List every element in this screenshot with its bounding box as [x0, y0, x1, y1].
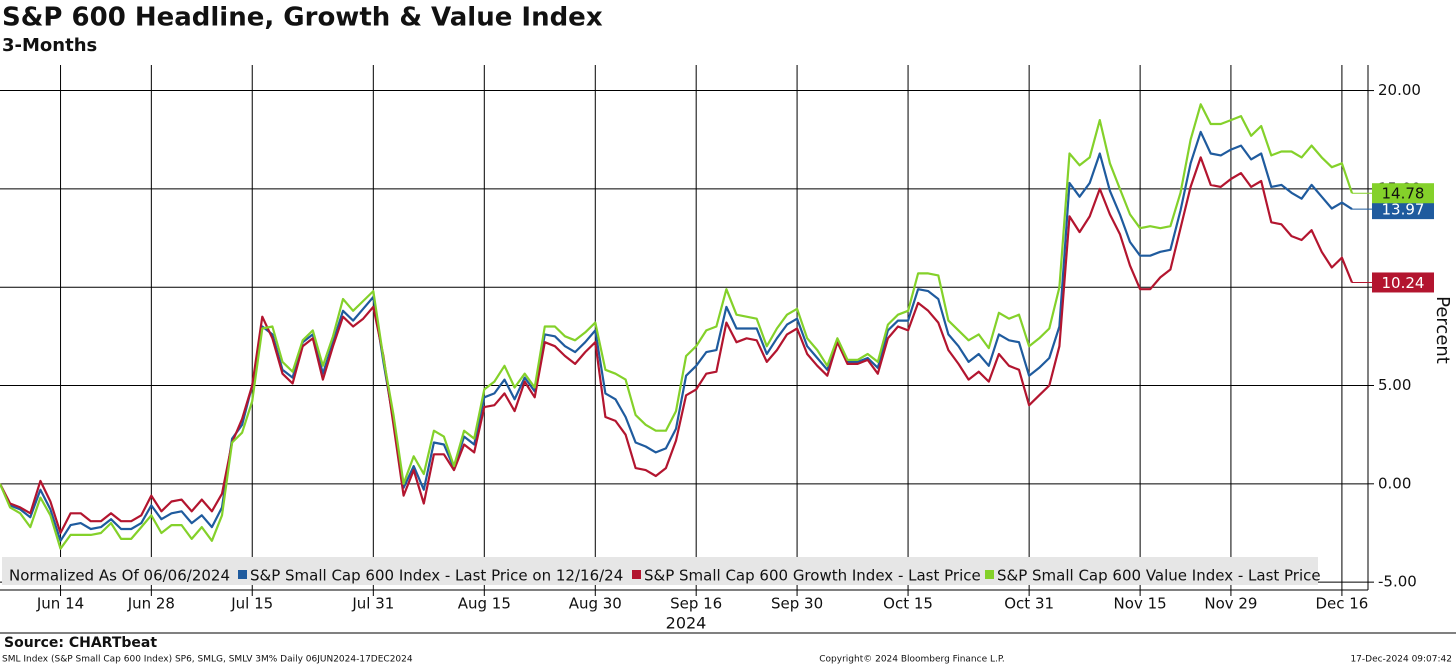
- x-tick-label: Jul 15: [230, 595, 273, 613]
- y-tick-label: 0.00: [1378, 474, 1411, 492]
- y-axis-label: Percent: [1432, 296, 1453, 364]
- legend-swatch: [985, 570, 994, 579]
- series-line: [0, 130, 1353, 542]
- series-line: [0, 156, 1354, 535]
- x-tick-label: Aug 30: [569, 595, 622, 613]
- chart-subtitle: 3-Months: [2, 35, 97, 56]
- x-tick-label: Oct 31: [1004, 595, 1054, 613]
- x-tick-label: Nov 15: [1114, 595, 1167, 613]
- x-tick-label: Sep 16: [670, 595, 722, 613]
- last-value-box: [1372, 183, 1434, 204]
- last-value-label: 14.78: [1382, 185, 1425, 203]
- x-tick-label: Jun 28: [127, 595, 175, 613]
- x-tick-label: Aug 15: [458, 595, 511, 613]
- footer-left: SML Index (S&P Small Cap 600 Index) SP6,…: [2, 655, 413, 665]
- x-tick-label: Jun 14: [36, 595, 84, 613]
- legend-label: S&P Small Cap 600 Growth Index - Last Pr…: [644, 567, 981, 585]
- last-value-label: 10.24: [1382, 274, 1425, 292]
- x-tick-label: Dec 16: [1315, 595, 1368, 613]
- x-tick-label: Nov 29: [1204, 595, 1257, 613]
- x-axis-label: 2024: [666, 614, 707, 633]
- legend-box: [2, 557, 1318, 585]
- footer-center: Copyright© 2024 Bloomberg Finance L.P.: [819, 655, 1004, 665]
- legend-swatch: [632, 570, 641, 579]
- source: Source: CHARTbeat: [4, 635, 157, 651]
- chart-title: S&P 600 Headline, Growth & Value Index: [2, 3, 603, 33]
- y-tick-label: 5.00: [1378, 376, 1411, 394]
- legend-label: S&P Small Cap 600 Index - Last Price on …: [250, 567, 623, 585]
- last-value-box: [1372, 199, 1434, 220]
- footer-right: 17-Dec-2024 09:07:42: [1350, 655, 1452, 665]
- x-tick-label: Sep 30: [771, 595, 823, 613]
- x-tick-label: Jul 31: [351, 595, 394, 613]
- legend-title: Normalized As Of 06/06/2024: [9, 567, 230, 585]
- y-tick-label: -5.00: [1378, 573, 1417, 591]
- last-value-box: [1372, 272, 1434, 293]
- series-line: [0, 103, 1354, 550]
- x-tick-label: Oct 15: [883, 595, 933, 613]
- legend-swatch: [238, 570, 247, 579]
- last-value-label: 13.97: [1382, 201, 1425, 219]
- y-tick-label: 20.00: [1378, 81, 1421, 99]
- legend-label: S&P Small Cap 600 Value Index - Last Pri…: [997, 567, 1321, 585]
